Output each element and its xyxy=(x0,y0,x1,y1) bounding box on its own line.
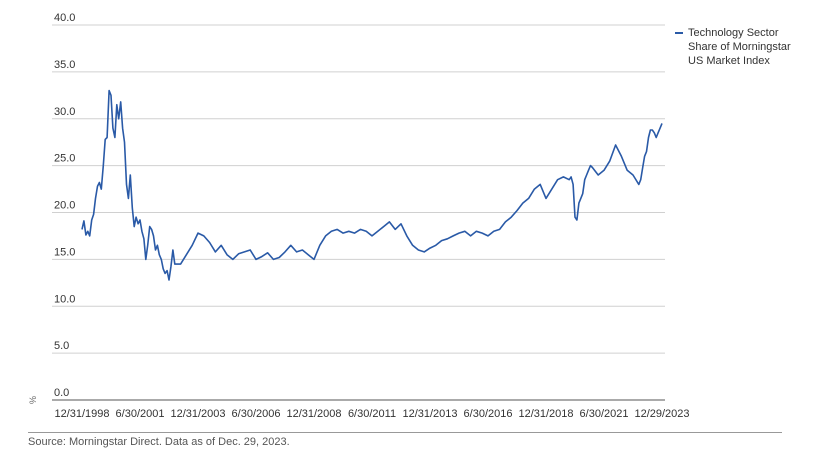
line-chart: 40.0 35.0 30.0 25.0 20.0 15.0 10.0 5.0 0.0 12/31… xyxy=(28,12,690,420)
x-tick-label: 6/30/2016 xyxy=(464,408,513,420)
series-line xyxy=(81,89,663,281)
x-tick-label: 6/30/2006 xyxy=(232,408,281,420)
y-axis-ticks: 40.0 35.0 30.0 25.0 20.0 15.0 10.0 5.0 0.0 xyxy=(54,12,75,399)
legend: Technology Sector Share of Morningstar U… xyxy=(675,26,805,68)
x-tick-label: 12/31/2003 xyxy=(170,408,225,420)
y-axis-label: % xyxy=(28,396,38,404)
x-axis-ticks: 12/31/1998 6/30/2001 12/31/2003 6/30/2006 12… xyxy=(54,408,689,420)
x-tick-label: 6/30/2021 xyxy=(580,408,629,420)
x-tick-label: 6/30/2011 xyxy=(348,408,396,420)
y-tick-label: 25.0 xyxy=(54,153,75,165)
y-tick-label: 5.0 xyxy=(54,340,69,352)
legend-label: Technology Sector Share of Morningstar U… xyxy=(688,27,791,67)
x-tick-label: 12/31/2008 xyxy=(286,408,341,420)
source-divider xyxy=(28,432,782,433)
y-tick-label: 15.0 xyxy=(54,246,75,258)
y-tick-label: 30.0 xyxy=(54,106,75,118)
legend-swatch xyxy=(675,32,683,34)
y-tick-label: 40.0 xyxy=(54,12,75,24)
x-tick-label: 12/31/2018 xyxy=(518,408,573,420)
series-group xyxy=(81,89,663,281)
y-tick-label: 0.0 xyxy=(54,387,69,399)
y-tick-label: 20.0 xyxy=(54,200,75,212)
source-note: Source: Morningstar Direct. Data as of D… xyxy=(28,436,290,448)
x-tick-label: 12/31/2013 xyxy=(402,408,457,420)
gridlines xyxy=(52,24,665,401)
x-tick-label: 6/30/2001 xyxy=(116,408,165,420)
x-tick-label: 12/29/2023 xyxy=(634,408,689,420)
y-tick-label: 10.0 xyxy=(54,293,75,305)
y-tick-label: 35.0 xyxy=(54,59,75,71)
x-tick-label: 12/31/1998 xyxy=(54,408,109,420)
